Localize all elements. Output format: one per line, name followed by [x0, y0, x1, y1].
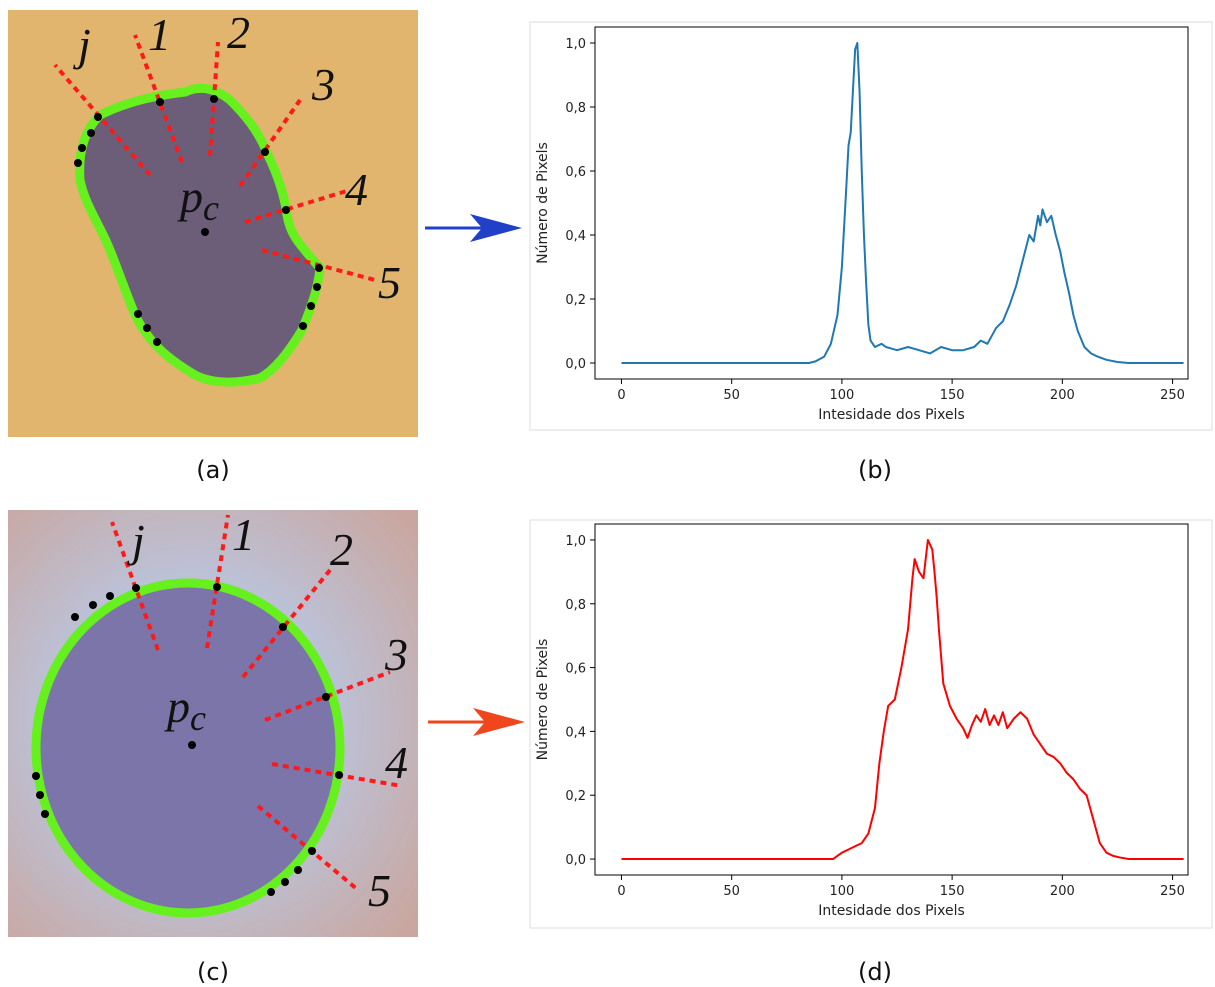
- panel-label: (d): [858, 958, 892, 986]
- image-c: j 1 2 3 4 5 pc: [8, 509, 418, 937]
- x-axis-label: Intesidade dos Pixels: [818, 407, 965, 423]
- annotation: 4: [385, 737, 408, 788]
- center-label: p: [164, 681, 190, 732]
- plot-area: [594, 26, 1189, 380]
- chart-frame: [529, 21, 1213, 431]
- x-tick-label: 250: [1160, 884, 1185, 899]
- annotation: 4: [345, 164, 368, 215]
- x-tick-label: 50: [723, 884, 740, 899]
- chart-frame: [529, 519, 1213, 929]
- arrow: [428, 708, 525, 736]
- panel-label: (c): [197, 958, 229, 986]
- y-tick-label: 0,8: [565, 101, 586, 116]
- panel-label: (b): [858, 456, 892, 484]
- annotation: 2: [330, 524, 353, 575]
- y-axis-label: Número de Pixels: [535, 142, 551, 264]
- center-subscript: c: [190, 698, 206, 738]
- panel-label: (a): [196, 456, 229, 484]
- center-label: pc: [164, 681, 206, 738]
- x-tick-label: 0: [617, 388, 625, 403]
- y-tick-label: 0,0: [565, 357, 586, 372]
- annotation: j: [73, 19, 91, 70]
- x-tick-label: 150: [940, 884, 965, 899]
- x-tick-label: 100: [829, 884, 854, 899]
- chart: 0 50 100 150 200 250 0,0 0,2 0,4 0,6 0,8 1,0 Intesid…: [535, 523, 1189, 919]
- cell-contour: [31, 578, 345, 918]
- x-tick-label: 50: [723, 388, 740, 403]
- annotation: 1: [232, 509, 255, 560]
- y-tick-label: 0,6: [565, 165, 586, 180]
- annotation: 3: [384, 629, 408, 680]
- y-tick-label: 0,0: [565, 853, 586, 868]
- line: [621, 538, 1184, 861]
- ray: [241, 568, 332, 679]
- ray: [244, 188, 351, 224]
- y-tick-label: 0,4: [565, 229, 586, 244]
- y-tick-label: 1,0: [565, 37, 586, 52]
- annotation: 5: [368, 865, 391, 916]
- line: [621, 42, 1184, 364]
- ray: [205, 514, 230, 649]
- y-axis-label: Número de Pixels: [535, 639, 551, 761]
- y-tick-label: 0,2: [565, 789, 586, 804]
- center-label: p: [177, 171, 203, 222]
- x-tick-label: 0: [617, 884, 625, 899]
- x-tick-label: 200: [1050, 388, 1075, 403]
- plot-area: [594, 523, 1189, 876]
- annotation: 1: [148, 9, 171, 60]
- contour-points: [32, 583, 343, 896]
- center-subscript: c: [203, 188, 219, 228]
- ray: [53, 63, 152, 177]
- y-tick-label: 0,2: [565, 293, 586, 308]
- center-label: pc: [177, 171, 219, 228]
- y-tick-label: 0,8: [565, 598, 586, 613]
- y-tick-label: 1,0: [565, 534, 586, 549]
- annotation: 2: [227, 7, 250, 58]
- image-a: j 1 2 3 4 5 pc: [8, 7, 418, 437]
- annotation: 3: [311, 59, 335, 110]
- y-tick-label: 0,4: [565, 725, 586, 740]
- arrow: [425, 214, 522, 242]
- y-tick-label: 0,6: [565, 662, 586, 677]
- x-tick-label: 250: [1160, 388, 1185, 403]
- annotation: 5: [378, 257, 401, 308]
- contour-points: [74, 95, 323, 346]
- annotation: j: [127, 515, 145, 566]
- x-tick-label: 200: [1050, 884, 1075, 899]
- x-axis-label: Intesidade dos Pixels: [818, 903, 965, 919]
- x-tick-label: 150: [940, 388, 965, 403]
- chart: 0 50 100 150 200 250 0,0 0,2 0,4 0,6 0,8 1,0 Intesid…: [535, 26, 1189, 423]
- x-tick-label: 100: [829, 388, 854, 403]
